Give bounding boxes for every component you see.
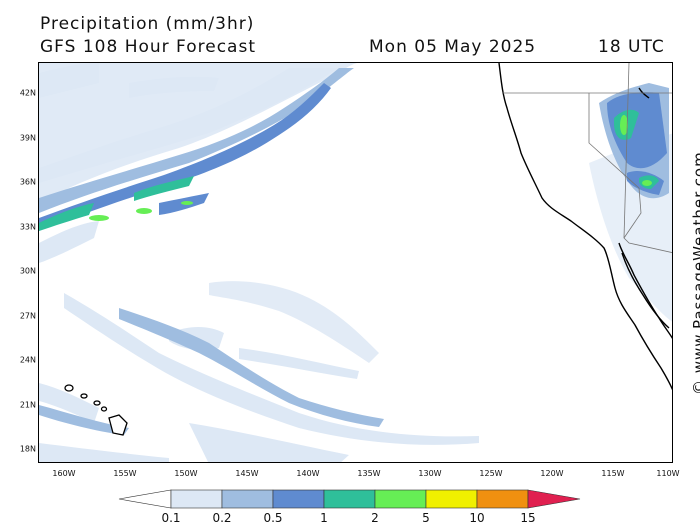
- forecast-label: GFS 108 Hour Forecast: [40, 37, 256, 57]
- colorbar-label: 0.5: [263, 511, 283, 525]
- lat-tick: 27N: [19, 311, 36, 321]
- map-title: Precipitation (mm/3hr): [40, 14, 255, 34]
- colorbar-segment: [527, 489, 581, 509]
- coastline: [498, 63, 672, 391]
- colorbar-label: 5: [422, 511, 430, 525]
- valid-time: 18 UTC: [598, 37, 665, 57]
- lat-tick: 18N: [19, 444, 36, 454]
- lon-tick: 125W: [479, 469, 503, 478]
- colorbar-label: 2: [371, 511, 379, 525]
- colorbar-segment: [221, 489, 274, 509]
- lon-tick: 130W: [418, 469, 442, 478]
- lon-tick: 160W: [52, 469, 76, 478]
- lat-tick: 42N: [19, 88, 36, 98]
- colorbar-label: 1: [320, 511, 328, 525]
- valid-date: Mon 05 May 2025: [369, 37, 537, 57]
- lon-tick: 155W: [113, 469, 137, 478]
- colorbar-segment: [476, 489, 529, 509]
- precip-light-areas: [39, 63, 672, 462]
- lat-tick: 24N: [19, 355, 36, 365]
- lon-tick: 140W: [296, 469, 320, 478]
- lat-tick: 39N: [19, 133, 36, 143]
- lat-tick: 21N: [19, 400, 36, 410]
- colorbar-label: 0.2: [212, 511, 232, 525]
- precipitation-colorbar: [118, 489, 581, 509]
- colorbar-segment: [170, 489, 223, 509]
- colorbar-segment: [323, 489, 376, 509]
- lon-tick: 120W: [540, 469, 564, 478]
- lat-tick: 36N: [19, 177, 36, 187]
- precip-peak-cells: [89, 115, 652, 221]
- lat-tick: 33N: [19, 222, 36, 232]
- lon-tick: 115W: [601, 469, 625, 478]
- hawaii-islands: [64, 384, 128, 436]
- lon-tick: 135W: [357, 469, 381, 478]
- colorbar-segment: [272, 489, 325, 509]
- credit-text: © www.PassageWeather.com: [690, 151, 700, 395]
- map-canvas: [39, 63, 672, 462]
- colorbar-segment: [118, 489, 172, 509]
- colorbar-label: 10: [469, 511, 485, 525]
- precipitation-map: [38, 62, 673, 463]
- colorbar-label: 15: [520, 511, 536, 525]
- colorbar-segment: [425, 489, 478, 509]
- lon-tick: 150W: [174, 469, 198, 478]
- colorbar-label: 0.1: [161, 511, 181, 525]
- lat-tick: 30N: [19, 266, 36, 276]
- colorbar-segment: [374, 489, 427, 509]
- lon-tick: 145W: [235, 469, 259, 478]
- state-borders: [502, 63, 672, 253]
- lon-tick: 110W: [656, 469, 680, 478]
